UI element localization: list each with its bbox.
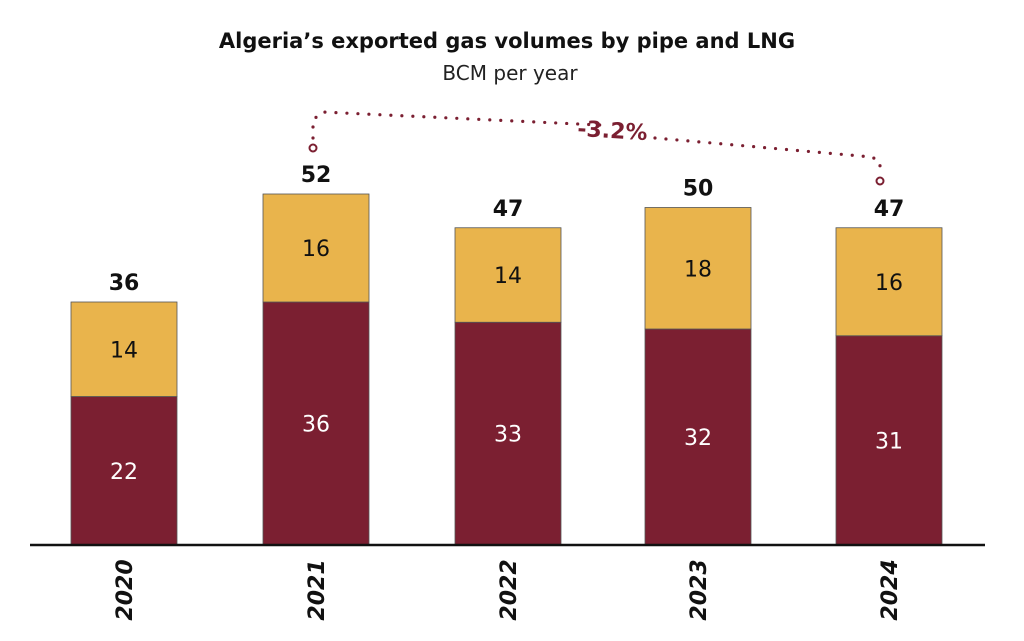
x-tick-label: 2024 [878, 559, 903, 620]
segment-label: 16 [302, 237, 330, 262]
total-label: 50 [683, 177, 714, 202]
segment-label: 36 [302, 413, 330, 438]
bar-segment-2022-1 [454, 227, 562, 323]
bar-segment-2023-1 [644, 207, 752, 330]
annotation-endpoint [308, 143, 318, 153]
segment-label: 33 [494, 423, 522, 448]
bar-segment-2020-1 [70, 301, 178, 397]
segment-label: 14 [494, 264, 522, 289]
segment-label: 32 [684, 426, 712, 451]
x-tick-label: 2023 [687, 559, 712, 620]
bar-segment-2024-1 [835, 227, 943, 337]
change-annotation: -3.2% [577, 117, 649, 146]
annotation-line-right [653, 136, 882, 177]
x-tick-label: 2022 [497, 559, 522, 620]
annotation-endpoint [875, 176, 885, 186]
bar-segment-2022-0 [454, 321, 562, 546]
segment-label: 18 [684, 257, 712, 282]
segment-label: 31 [875, 429, 903, 454]
annotation-line-left [311, 110, 602, 140]
x-tick-label: 2021 [305, 559, 330, 620]
total-label: 52 [301, 163, 332, 188]
total-label: 47 [493, 197, 524, 222]
segment-label: 22 [110, 460, 138, 485]
segment-label: 16 [875, 271, 903, 296]
total-label: 36 [109, 271, 140, 296]
chart-title: Algeria’s exported gas volumes by pipe a… [219, 29, 795, 53]
bar-segment-2021-1 [262, 193, 370, 303]
chart-subtitle: BCM per year [442, 61, 578, 85]
segment-label: 14 [110, 338, 138, 363]
bar-segment-2023-0 [644, 328, 752, 546]
bar-segment-2020-0 [70, 396, 178, 546]
x-tick-label: 2020 [113, 559, 138, 620]
total-label: 47 [874, 197, 905, 222]
